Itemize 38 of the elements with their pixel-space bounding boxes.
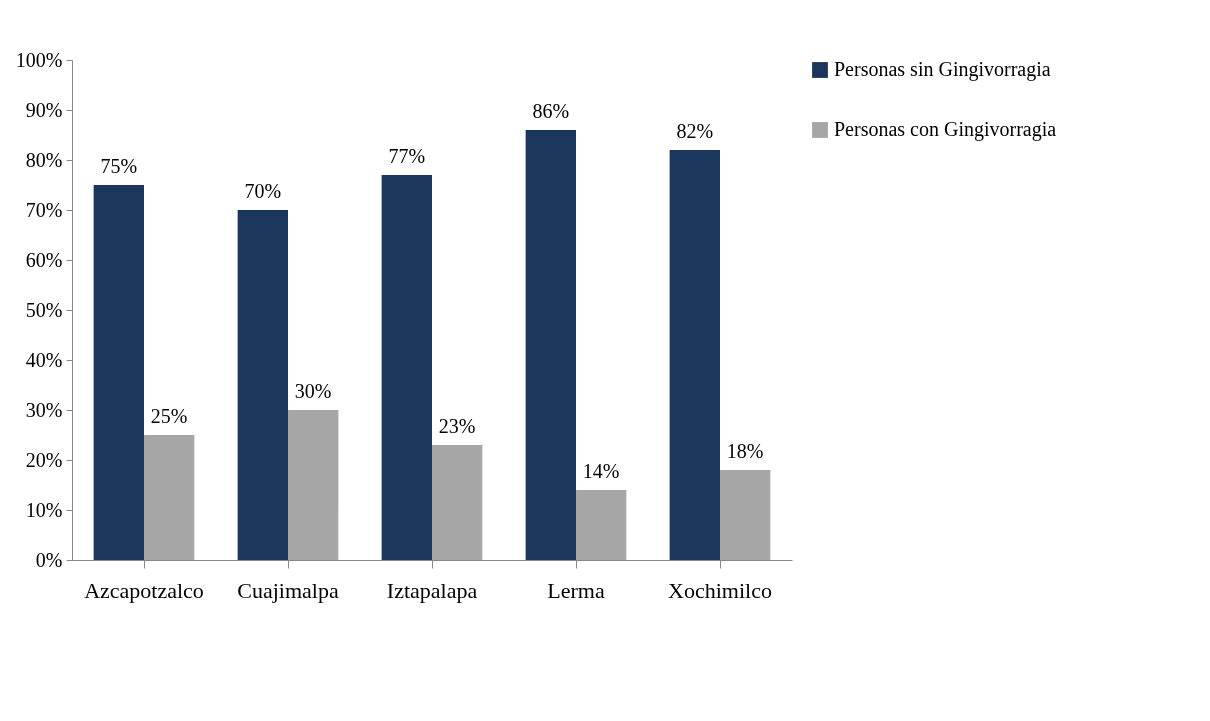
x-tick-label: Azcapotzalco bbox=[84, 577, 204, 603]
y-tick-label: 10% bbox=[25, 498, 63, 521]
y-tick-label: 60% bbox=[25, 248, 63, 271]
y-tick-label: 40% bbox=[25, 348, 63, 371]
y-tick-label: 50% bbox=[25, 298, 63, 321]
bar bbox=[237, 210, 288, 560]
bar bbox=[288, 410, 339, 560]
data-label: 25% bbox=[150, 405, 188, 427]
bar bbox=[93, 185, 144, 560]
y-tick-label: 70% bbox=[25, 198, 63, 221]
x-tick-label: Lerma bbox=[547, 577, 605, 603]
bar bbox=[720, 470, 771, 560]
data-label: 82% bbox=[676, 120, 714, 142]
bar bbox=[381, 175, 432, 560]
data-label: 70% bbox=[244, 180, 282, 202]
y-tick-label: 100% bbox=[15, 48, 63, 71]
bar bbox=[669, 150, 720, 560]
x-tick-label: Iztapalapa bbox=[386, 577, 478, 603]
bar bbox=[144, 435, 195, 560]
bar bbox=[576, 490, 627, 560]
y-tick-label: 0% bbox=[35, 548, 63, 571]
data-label: 75% bbox=[100, 155, 138, 177]
y-tick-label: 20% bbox=[25, 448, 63, 471]
legend-label: Personas sin Gingivorragia bbox=[834, 58, 1051, 81]
bar bbox=[432, 445, 483, 560]
data-label: 18% bbox=[726, 440, 764, 462]
data-label: 86% bbox=[532, 100, 570, 122]
y-tick-label: 30% bbox=[25, 398, 63, 421]
x-tick-label: Cuajimalpa bbox=[237, 577, 339, 603]
data-label: 30% bbox=[294, 380, 332, 402]
x-tick-label: Xochimilco bbox=[668, 577, 772, 603]
bar bbox=[525, 130, 576, 560]
data-label: 23% bbox=[438, 415, 476, 437]
y-tick-label: 90% bbox=[25, 98, 63, 121]
data-label: 77% bbox=[388, 145, 426, 167]
legend-label: Personas con Gingivorragia bbox=[834, 118, 1057, 141]
y-tick-label: 80% bbox=[25, 148, 63, 171]
data-label: 14% bbox=[582, 460, 620, 482]
